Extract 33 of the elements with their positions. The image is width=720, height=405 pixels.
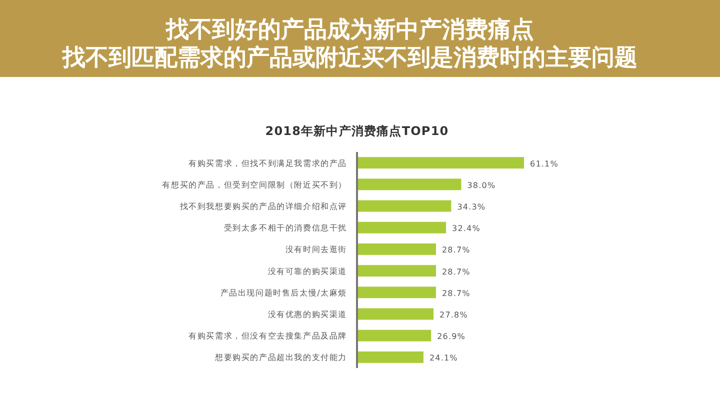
bar — [358, 243, 436, 255]
chart-title: 找不到好的产品成为新中产消费痛点 — [165, 16, 534, 43]
y-tick-label: 想要购买的产品超出我的支付能力 — [214, 353, 347, 362]
y-tick-label: 没有时间去逛街 — [285, 245, 347, 254]
y-tick-label: 有想买的产品，但受到空间限制（附近买不到） — [162, 180, 347, 190]
bar — [358, 351, 424, 363]
data-label: 34.3% — [457, 202, 486, 212]
y-tick-label: 没有优惠的购买渠道 — [268, 310, 347, 319]
text: 2018年新中产消费痛点TOP10 — [265, 124, 449, 138]
y-tick-label: 受到太多不相干的消费信息干扰 — [224, 224, 347, 233]
data-label: 38.0% — [467, 180, 496, 190]
bar — [358, 286, 436, 298]
y-tick-label: 找不到我想要购买的产品的详细介绍和点评 — [178, 202, 347, 211]
bar — [358, 265, 436, 277]
data-label: 61.1% — [530, 159, 558, 168]
data-label: 27.8% — [440, 310, 468, 320]
chart-subtitle: 找不到匹配需求的产品或附近买不到是消费时的主要问题 — [62, 44, 638, 71]
data-label: 26.9% — [437, 332, 466, 342]
y-tick-label: 有购买需求，但没有空去搜集产品及品牌 — [188, 332, 347, 341]
data-label: 24.1% — [429, 354, 458, 363]
y-tick-label: 没有可靠的购买渠道 — [268, 266, 347, 276]
data-label: 28.7% — [442, 246, 470, 255]
y-tick-label: 产品出现问题时售后太慢/太麻烦 — [220, 288, 347, 298]
data-label: 28.7% — [442, 288, 470, 298]
data-label: 32.4% — [452, 224, 480, 234]
bar — [358, 308, 434, 320]
bar — [358, 178, 462, 190]
bar — [358, 200, 452, 212]
bar — [358, 222, 446, 234]
y-tick-label: 有购买需求，但找不到满足我需求的产品 — [188, 158, 347, 168]
bar — [358, 330, 432, 342]
data-label: 28.7% — [442, 267, 470, 276]
bar — [358, 157, 524, 169]
